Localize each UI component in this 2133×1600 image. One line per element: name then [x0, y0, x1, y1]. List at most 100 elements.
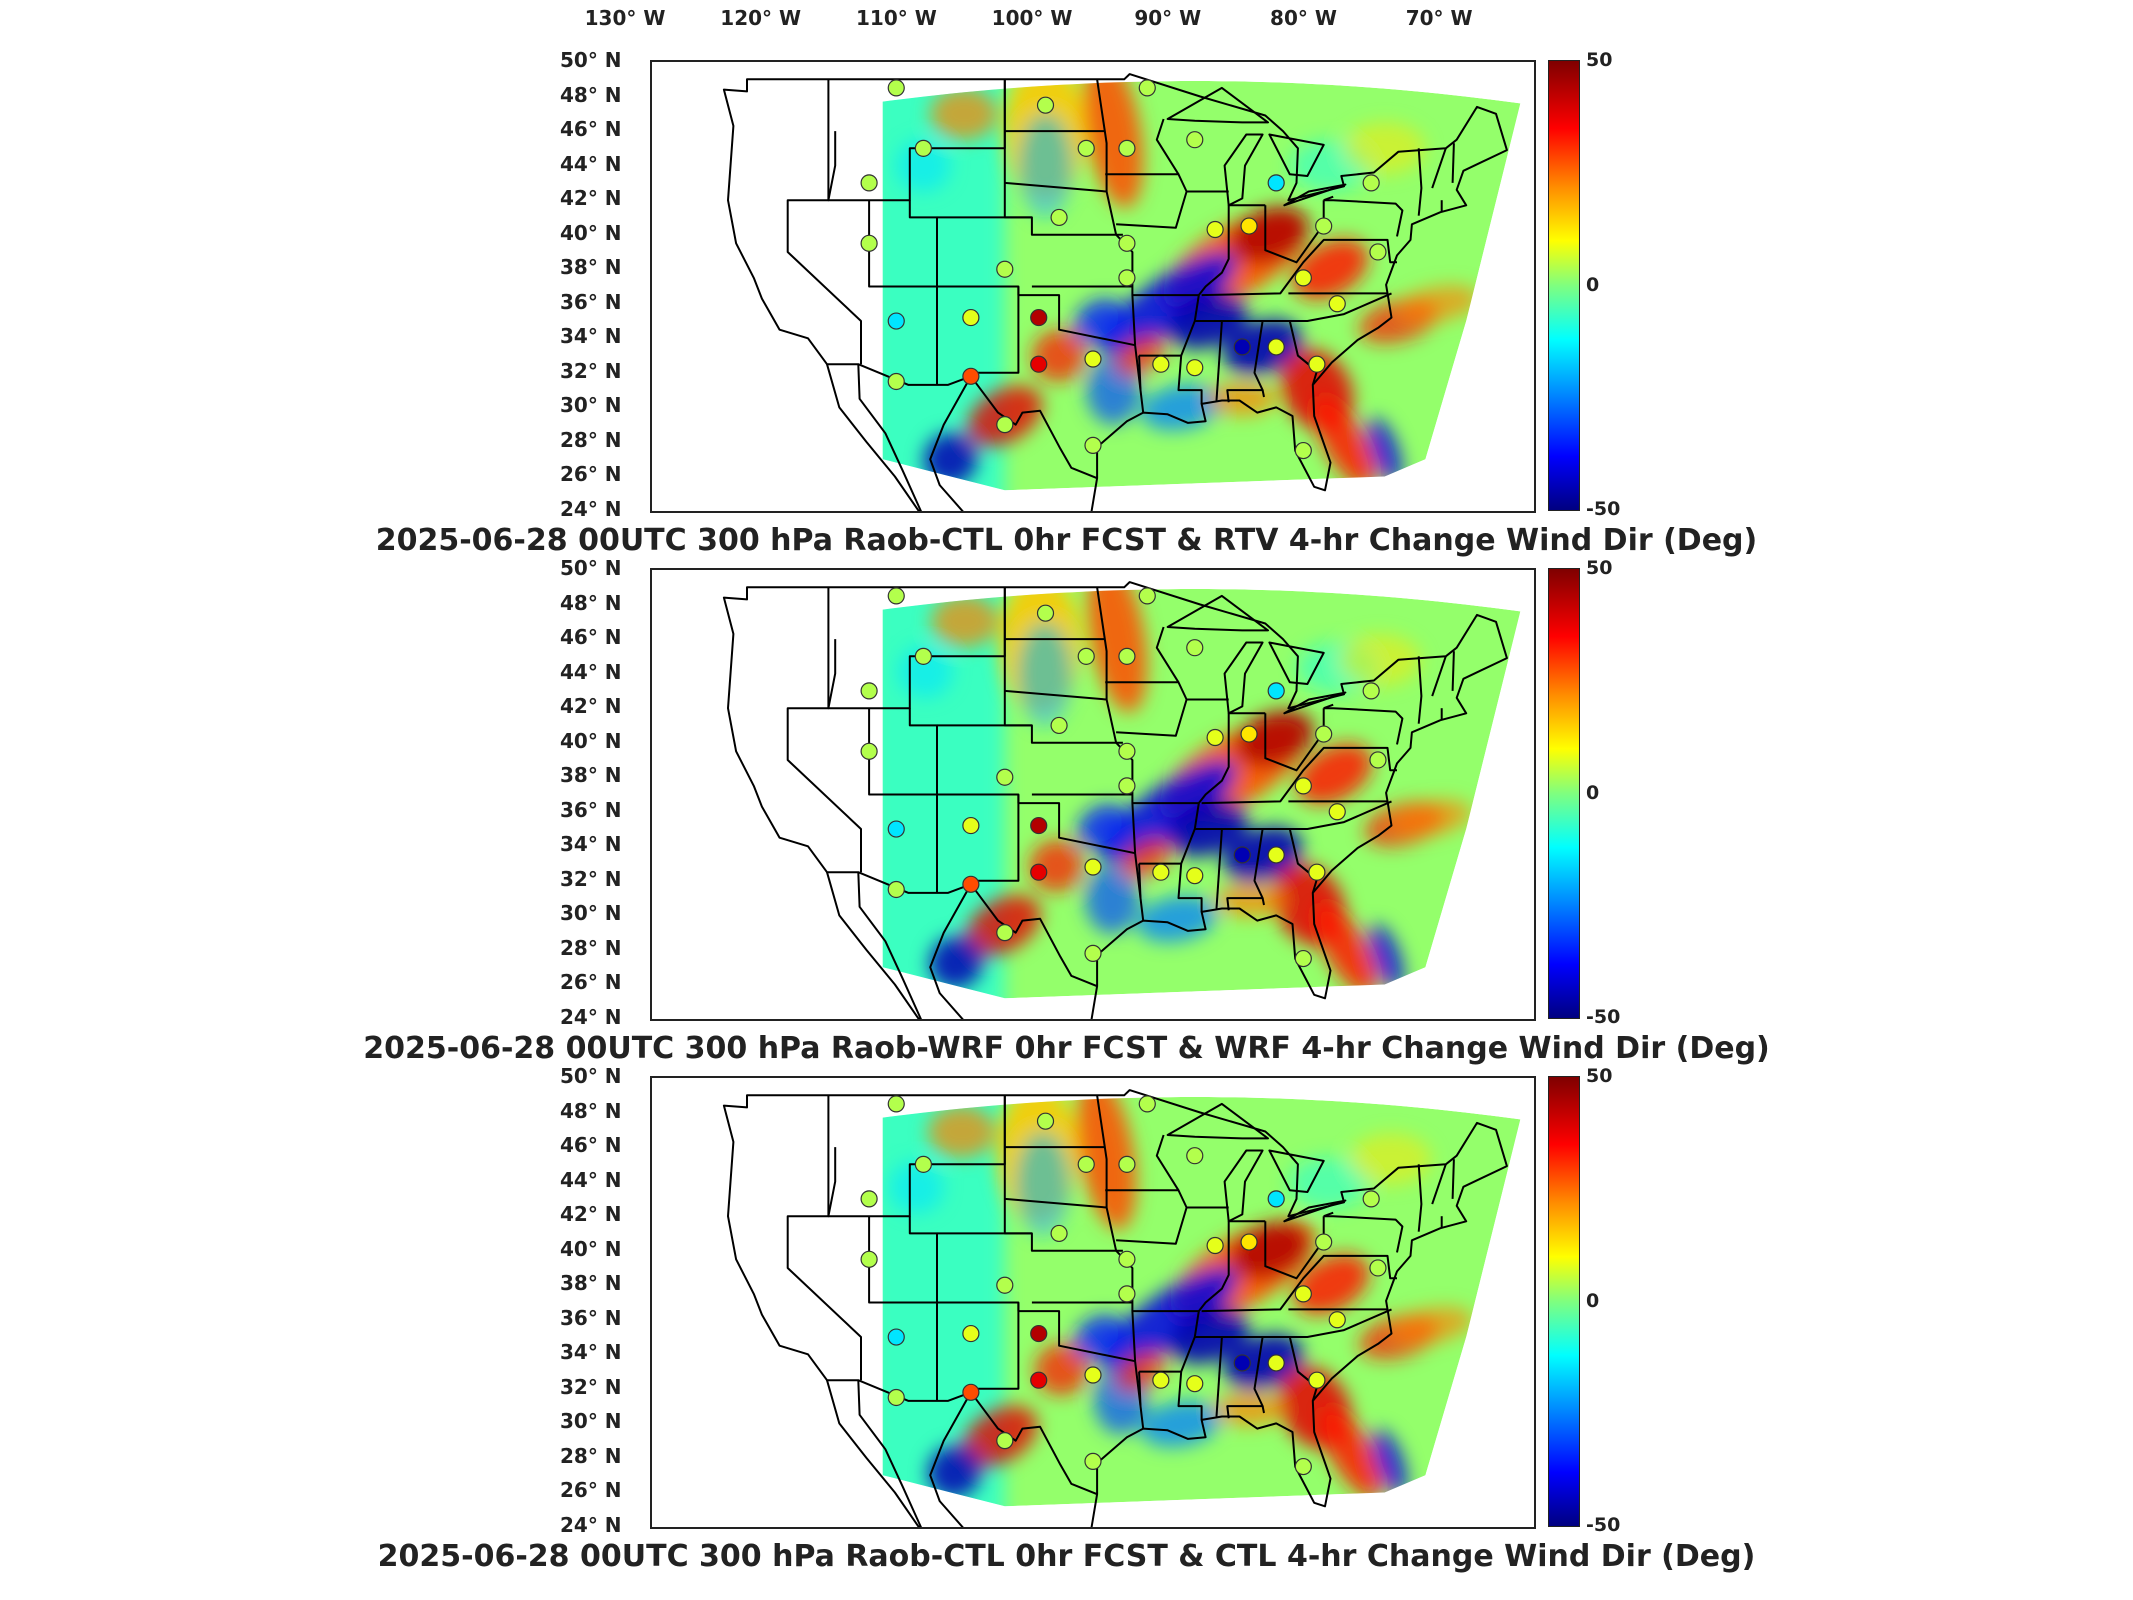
- station-marker: [860, 174, 878, 192]
- mexico-east-coastline: [1090, 478, 1099, 511]
- station-marker: [1084, 350, 1102, 368]
- latitude-tick-label: 36° N: [560, 797, 622, 822]
- station-marker: [1362, 1190, 1380, 1208]
- latitude-tick-label: 40° N: [560, 1236, 622, 1261]
- station-marker: [1050, 208, 1068, 227]
- station-marker: [887, 1328, 905, 1346]
- station-marker: [1267, 846, 1285, 864]
- us-coastline: [722, 1089, 1508, 1508]
- state-boundary: [1323, 199, 1404, 237]
- latitude-tick-label: 34° N: [560, 1340, 622, 1365]
- station-marker: [996, 1276, 1014, 1294]
- station-marker: [860, 682, 878, 700]
- latitude-tick-label: 30° N: [560, 901, 622, 926]
- state-boundary: [786, 1147, 862, 1381]
- station-marker: [1267, 338, 1285, 356]
- colorbar-tick-min: -50: [1586, 1006, 1621, 1028]
- colorbar: [1548, 60, 1580, 511]
- state-boundary: [1155, 626, 1180, 683]
- latitude-tick-label: 28° N: [560, 935, 622, 960]
- state-boundary: [1004, 181, 1107, 193]
- state-boundary: [1004, 689, 1107, 701]
- station-marker: [1084, 858, 1102, 876]
- state-boundary: [1155, 1134, 1180, 1191]
- latitude-tick-label: 28° N: [560, 427, 622, 452]
- wind-direction-map: [650, 568, 1536, 1021]
- station-marker: [996, 260, 1014, 278]
- latitude-tick-label: 42° N: [560, 186, 622, 211]
- lake-erie: [1283, 183, 1347, 207]
- state-boundary: [1201, 1254, 1397, 1313]
- station-markers: [860, 1095, 1387, 1476]
- station-marker: [1267, 174, 1285, 192]
- state-boundary: [1451, 651, 1455, 691]
- station-marker: [1308, 355, 1326, 373]
- state-boundary: [1417, 656, 1423, 724]
- station-marker: [1030, 816, 1048, 835]
- station-marker: [962, 308, 980, 327]
- map-panel-2: 50° N 48° N 46° N 44° N 42° N 40° N 38° N 36° N…: [0, 556, 2133, 1078]
- station-marker: [860, 1250, 878, 1268]
- colorbar: [1548, 1076, 1580, 1527]
- station-marker: [1369, 1259, 1387, 1277]
- station-marker: [1077, 1155, 1095, 1173]
- longitude-tick-label: 120° W: [720, 6, 802, 30]
- colorbar-tick-max: 50: [1586, 557, 1613, 579]
- latitude-tick-label: 24° N: [560, 1513, 622, 1537]
- station-marker: [1138, 79, 1156, 97]
- station-marker: [1362, 682, 1380, 700]
- station-marker: [1240, 217, 1258, 235]
- state-boundary: [1264, 708, 1325, 772]
- latitude-tick-label: 50° N: [560, 556, 622, 580]
- state-boundary: [1194, 292, 1392, 322]
- station-marker: [860, 1190, 878, 1208]
- station-marker: [1315, 217, 1333, 235]
- lake-superior: [1166, 86, 1269, 124]
- station-marker: [1084, 436, 1102, 454]
- state-boundary: [1215, 320, 1223, 401]
- station-marker: [1152, 863, 1170, 881]
- lake-huron: [1268, 1149, 1325, 1193]
- field-blob: [1224, 1333, 1303, 1391]
- latitude-tick-label: 44° N: [560, 1167, 622, 1192]
- field-blob: [1392, 1306, 1473, 1344]
- station-marker: [1294, 1285, 1312, 1303]
- station-marker: [1030, 308, 1048, 327]
- field-blob: [1367, 417, 1403, 484]
- field-blob: [1017, 622, 1072, 727]
- station-marker: [1050, 1224, 1068, 1243]
- field-blob: [889, 1161, 944, 1214]
- state-boundary: [969, 286, 1020, 374]
- station-marker: [1294, 269, 1312, 287]
- field-blob: [1215, 1391, 1284, 1427]
- state-boundary: [1451, 1159, 1455, 1199]
- colorbar-tick-max: 50: [1586, 49, 1613, 71]
- latitude-tick-label: 34° N: [560, 832, 622, 857]
- station-marker: [887, 372, 905, 391]
- station-markers: [860, 587, 1387, 968]
- latitude-tick-label: 26° N: [560, 462, 622, 487]
- lake-erie: [1283, 691, 1347, 715]
- field-blob: [1223, 318, 1302, 375]
- state-boundary: [1431, 147, 1447, 189]
- state-boundary: [1003, 587, 1123, 744]
- station-marker: [1186, 359, 1204, 377]
- field-blob: [1297, 743, 1373, 805]
- latitude-tick-label: 28° N: [560, 1443, 622, 1468]
- station-marker: [1077, 139, 1095, 157]
- field-blob: [1087, 589, 1148, 713]
- field-blob: [1372, 1429, 1408, 1496]
- state-boundary: [1004, 1197, 1107, 1209]
- baja-coastline: [826, 871, 922, 1019]
- station-marker: [1240, 725, 1258, 743]
- state-boundary: [1215, 828, 1223, 909]
- station-marker: [1308, 863, 1326, 881]
- state-boundary: [1431, 1163, 1447, 1205]
- field-blob: [927, 1105, 996, 1158]
- state-boundary: [1261, 897, 1265, 906]
- map-boundaries: [722, 581, 1508, 1019]
- station-marker: [1036, 96, 1055, 114]
- latitude-tick-label: 36° N: [560, 1305, 622, 1330]
- colorbar-tick-min: -50: [1586, 498, 1621, 520]
- latitude-tick-label: 46° N: [560, 1133, 622, 1158]
